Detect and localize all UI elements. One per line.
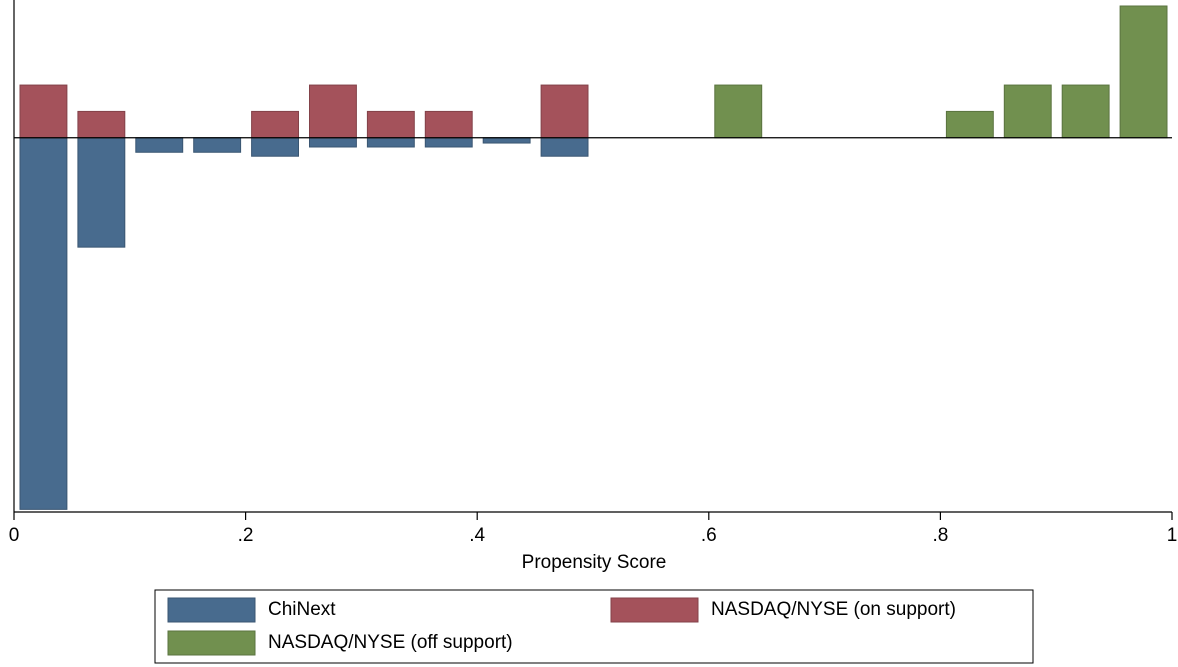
legend-swatch	[610, 597, 699, 623]
bar	[1003, 84, 1052, 139]
x-tick-label: .8	[932, 525, 948, 546]
bar	[77, 137, 126, 248]
x-tick-label: .4	[469, 525, 485, 546]
bar	[424, 137, 473, 148]
bar	[540, 84, 589, 139]
bar	[1061, 84, 1110, 139]
x-tick-label: .6	[701, 525, 717, 546]
bar	[193, 137, 242, 153]
bar	[309, 137, 357, 148]
legend-label: NASDAQ/NYSE (off support)	[268, 632, 513, 653]
legend-label: ChiNext	[268, 599, 336, 620]
bar	[482, 137, 531, 144]
bar	[945, 110, 994, 139]
bar	[366, 110, 415, 139]
x-tick-label: 0	[9, 525, 20, 546]
x-axis-label: Propensity Score	[522, 552, 667, 573]
legend-swatch	[167, 597, 256, 623]
bar	[424, 110, 473, 139]
legend-swatch	[167, 630, 256, 656]
legend-label: NASDAQ/NYSE (on support)	[711, 599, 956, 620]
bar	[1119, 5, 1168, 139]
legend-box	[154, 589, 1034, 664]
x-tick-label: 1	[1167, 525, 1178, 546]
bar	[19, 84, 68, 139]
x-tick-label: .2	[238, 525, 254, 546]
bar	[19, 137, 68, 510]
bar	[366, 137, 415, 148]
bar	[135, 137, 184, 153]
bar	[714, 84, 763, 139]
bar	[251, 137, 300, 157]
bar	[309, 84, 357, 139]
bar	[251, 110, 300, 139]
bar	[77, 110, 126, 139]
bar	[540, 137, 589, 157]
